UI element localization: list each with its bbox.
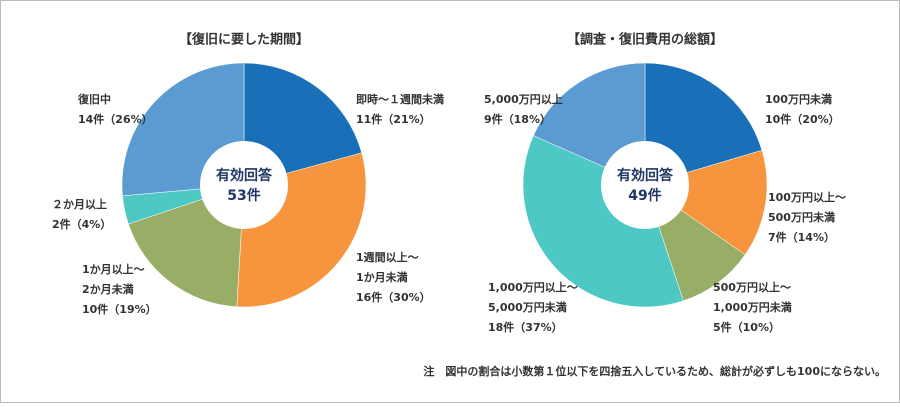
donut-hole bbox=[601, 141, 689, 229]
slice-label: 1か月以上～ bbox=[82, 262, 145, 276]
slice-label: 5,000万円以上 bbox=[484, 92, 563, 106]
slice-value-label: 7件（14%） bbox=[768, 230, 835, 244]
slice-label: 1,000万円以上～ bbox=[488, 280, 578, 294]
slice-label: 500万円以上～ bbox=[713, 280, 791, 294]
slice-value-label: 16件（30%） bbox=[356, 290, 431, 304]
slice-label: 2か月未満 bbox=[82, 282, 134, 296]
slice-value-label: 10件（19%） bbox=[82, 302, 157, 316]
slice-label: 100万円以上～ bbox=[768, 190, 846, 204]
slice-value-label: 18件（37%） bbox=[488, 320, 563, 334]
slice-label: 即時～１週間未満 bbox=[356, 92, 444, 106]
center-label: 有効回答 bbox=[617, 167, 674, 184]
slice-label: 1,000万円未満 bbox=[713, 300, 792, 314]
slice-value-label: 9件（18%） bbox=[484, 112, 551, 126]
slice-value-label: 11件（21%） bbox=[356, 112, 431, 126]
donut-hole bbox=[200, 141, 288, 229]
slice-label: ２か月以上 bbox=[52, 197, 107, 211]
slice-label: 500万円未満 bbox=[768, 210, 835, 224]
slice-value-label: 10件（20%） bbox=[765, 112, 840, 126]
slice-value-label: 5件（10%） bbox=[713, 320, 780, 334]
center-total: 49件 bbox=[628, 187, 661, 204]
center-total: 53件 bbox=[227, 187, 260, 204]
pie-slice bbox=[522, 135, 684, 308]
note: 注 図中の割合は小数第１位以下を四捨五入しているため、総計が必ずしも100になら… bbox=[423, 364, 886, 378]
slice-label: 100万円未満 bbox=[765, 92, 832, 106]
slice-value-label: 2件（4%） bbox=[52, 217, 111, 231]
slice-value-label: 14件（26%） bbox=[78, 112, 153, 126]
slice-label: 1か月未満 bbox=[356, 270, 408, 284]
slice-label: 5,000万円未満 bbox=[488, 300, 567, 314]
center-label: 有効回答 bbox=[216, 167, 273, 184]
slice-label: 1週間以上～ bbox=[356, 250, 419, 264]
chart-title: 【復旧に要した期間】 bbox=[179, 32, 309, 48]
slice-label: 復旧中 bbox=[77, 92, 111, 106]
chart-title: 【調査・復旧費用の総額】 bbox=[567, 32, 723, 48]
